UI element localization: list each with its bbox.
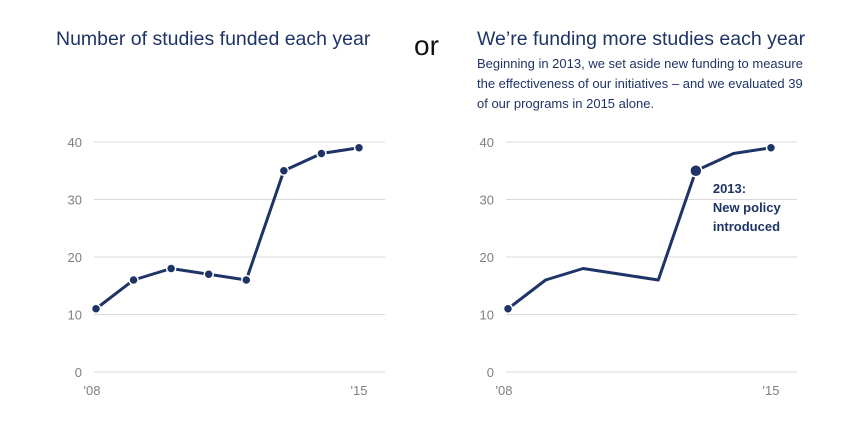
right-point-2015 xyxy=(765,142,777,153)
right-point-2008 xyxy=(502,303,514,314)
right-chart-title: We’re funding more studies each year xyxy=(477,28,806,50)
left-point-2011 xyxy=(203,269,214,280)
left-point-2009 xyxy=(128,274,139,286)
left-y-tick-label-40: 40 xyxy=(68,135,82,150)
left-point-2008 xyxy=(90,303,102,314)
right-y-tick-label-0: 0 xyxy=(487,365,494,380)
right-y-tick-label-40: 40 xyxy=(480,135,494,150)
right-series-line xyxy=(506,146,773,311)
right-point-2013 xyxy=(689,164,703,178)
left-point-2010 xyxy=(165,263,177,274)
right-annotation-line-2: New policy xyxy=(713,200,782,215)
left-x-tick-label-start: '08 xyxy=(84,383,101,398)
left-x-tick-label-end: '15 xyxy=(351,383,368,398)
left-series-line xyxy=(94,146,361,311)
right-annotation-line-3: introduced xyxy=(713,219,780,234)
separator-or: or xyxy=(414,30,439,61)
right-y-tick-label-20: 20 xyxy=(480,250,494,265)
left-point-2015 xyxy=(353,142,365,153)
right-y-tick-label-30: 30 xyxy=(480,193,494,208)
left-y-tick-label-30: 30 xyxy=(68,193,82,208)
left-point-2014 xyxy=(316,148,327,159)
left-chart-title: Number of studies funded each year xyxy=(56,28,371,50)
right-x-tick-label-start: '08 xyxy=(496,383,513,398)
right-annotation-line-1: 2013: xyxy=(713,181,746,196)
left-point-2012 xyxy=(241,274,252,286)
left-y-tick-label-20: 20 xyxy=(68,250,82,265)
left-point-2013 xyxy=(278,165,290,176)
left-y-tick-label-0: 0 xyxy=(75,365,82,380)
right-x-tick-label-end: '15 xyxy=(763,383,780,398)
right-y-tick-label-10: 10 xyxy=(480,308,494,323)
left-y-tick-label-10: 10 xyxy=(68,308,82,323)
right-chart-subtitle: Beginning in 2013, we set aside new fund… xyxy=(477,56,803,111)
